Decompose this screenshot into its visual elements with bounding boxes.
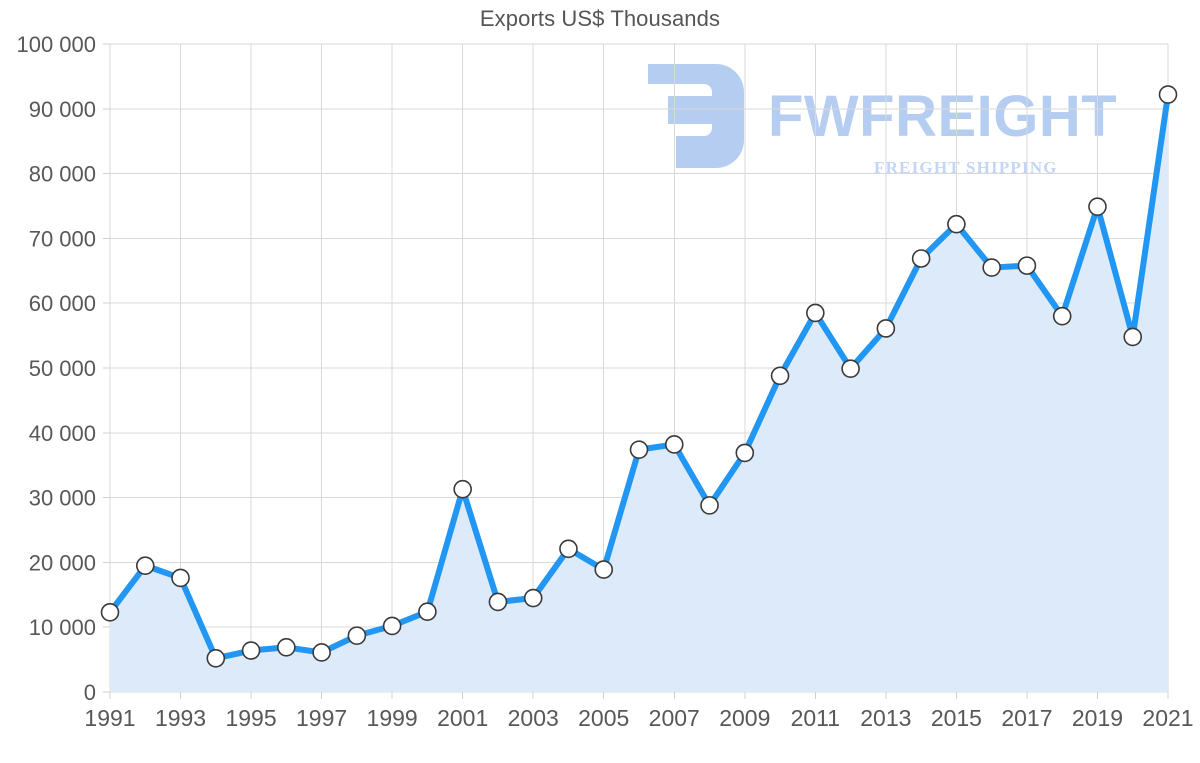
y-axis-tick-label: 10 000 [29,615,96,640]
data-point-marker[interactable] [1158,85,1178,104]
x-axis: 1991 1993 1995 1997 1999 2001 2003 2005 2007 2009… [84,692,1194,731]
data-point-marker[interactable] [488,592,508,612]
x-axis-tick-label: 2019 [1072,705,1123,731]
data-point-marker[interactable] [806,303,825,323]
x-axis-tick-label: 2003 [508,705,559,731]
area-fill [110,94,1168,692]
y-axis-tick-label: 50 000 [29,356,96,381]
data-point-markers [100,85,1178,668]
data-point-marker[interactable] [241,641,261,660]
data-point-marker[interactable] [947,214,966,234]
data-point-marker[interactable] [171,568,190,588]
data-point-marker[interactable] [876,319,896,338]
y-axis-tick-label: 40 000 [29,421,96,446]
x-axis-tick-label: 2013 [860,705,911,731]
y-axis-tick-label: 20 000 [29,550,96,575]
x-axis-tick-label: 1999 [367,705,418,731]
x-axis-tick-label: 2009 [719,705,770,731]
chart-title: Exports US$ Thousands [479,6,721,31]
data-point-marker[interactable] [982,258,1001,277]
x-axis-tick-label: 2011 [791,705,840,731]
y-axis-tick-label: 60 000 [29,291,96,316]
x-axis-tick-label: 2005 [578,705,629,731]
data-point-marker[interactable] [418,602,437,621]
data-point-marker[interactable] [1017,256,1037,275]
y-axis-tick-label: 30 000 [29,486,96,511]
x-axis-tick-label: 1993 [155,705,206,731]
data-point-marker[interactable] [735,443,755,463]
x-axis-tick-label: 2021 [1142,705,1193,731]
x-axis-tick-label: 2017 [1001,705,1052,731]
data-point-marker[interactable] [1123,327,1143,347]
data-point-marker[interactable] [135,556,155,575]
data-point-marker[interactable] [629,440,649,459]
y-axis-tick-label: 80 000 [29,162,96,187]
data-point-marker[interactable] [664,435,684,454]
data-point-marker[interactable] [911,249,931,268]
data-point-marker[interactable] [559,539,578,559]
data-point-marker[interactable] [100,602,120,622]
data-point-marker[interactable] [347,626,367,645]
data-point-marker[interactable] [312,643,331,662]
data-point-marker[interactable] [206,649,226,668]
y-axis-tick-label: 70 000 [29,226,96,251]
x-axis-tick-label: 2015 [931,705,982,731]
x-axis-tick-label: 2001 [437,705,488,731]
data-point-marker[interactable] [277,637,296,657]
data-point-marker[interactable] [1052,306,1072,326]
data-point-marker[interactable] [594,560,614,579]
x-axis-tick-label: 1997 [296,705,347,731]
x-axis-tick-label: 1991 [84,705,135,731]
y-axis-tick-label: 90 000 [29,97,96,122]
data-point-marker[interactable] [523,588,543,608]
x-axis-tick-label: 1995 [225,705,276,731]
y-axis-tick-label: 100 000 [16,32,96,57]
data-point-marker[interactable] [841,359,860,378]
data-point-marker[interactable] [382,616,402,636]
data-point-marker[interactable] [453,479,472,499]
y-axis: 0 10 000 20 000 30 000 40 000 50 000 60 000 70 … [16,32,110,705]
x-axis-tick-label: 2007 [649,705,700,731]
data-point-marker[interactable] [1088,197,1107,216]
data-point-marker[interactable] [700,496,719,515]
y-axis-tick-label: 0 [84,680,96,705]
data-point-marker[interactable] [770,366,790,386]
